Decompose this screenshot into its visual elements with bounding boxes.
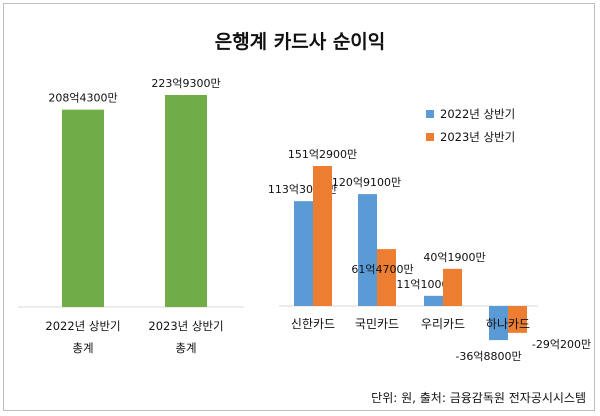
bar-2023-1 [313,166,332,306]
value-label-2023-2: 61억4700만 [351,263,413,276]
value-label-2023-3: 40억1900만 [423,251,485,264]
total-value-label-2: 223억9300만 [151,77,220,90]
company-label-4: 하나카드 [486,317,530,331]
total-category-label-1-1: 2022년 상반기 [45,319,120,333]
value-label-2022-2: 120억9100만 [332,176,401,189]
bar-2023-4 [508,306,527,333]
bar-2023-2 [377,249,396,306]
total-category-label-2-2: 총계 [175,341,196,355]
total-bar-1 [62,109,104,307]
bar-2022-3 [424,295,443,306]
company-label-3: 우리카드 [421,317,465,331]
bar-2022-2 [358,194,377,306]
company-label-1: 신한카드 [291,317,335,331]
chart-frame [3,3,595,411]
legend-swatch-1 [426,110,434,118]
value-label-2023-4: -29억200만 [532,338,591,351]
source-note: 단위: 원, 출처: 금융감독원 전자공시시스템 [371,391,586,405]
value-label-2022-4: -36억8800만 [455,350,521,363]
legend-swatch-2 [426,133,434,141]
total-value-label-1: 208억4300만 [48,92,117,105]
legend-label-1: 2022년 상반기 [440,107,515,121]
company-label-2: 국민카드 [355,317,399,331]
bar-2022-4 [489,306,508,341]
total-category-label-1-2: 총계 [72,341,93,355]
chart-title: 은행계 카드사 순이익 [214,31,386,53]
total-bar-2 [165,95,207,307]
legend-label-2: 2023년 상반기 [440,130,515,144]
total-category-label-2-1: 2023년 상반기 [148,319,223,333]
bar-2022-1 [294,201,313,306]
bar-2023-3 [443,268,462,306]
value-label-2023-1: 151억2900만 [288,148,357,161]
